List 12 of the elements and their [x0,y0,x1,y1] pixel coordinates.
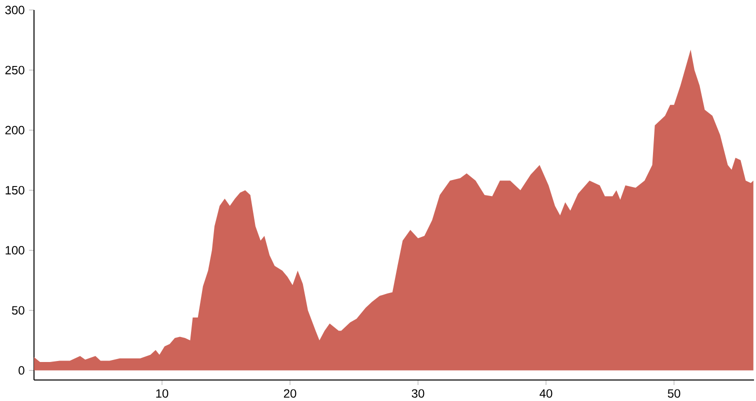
y-tick-label: 300 [5,6,24,14]
y-tick-label: 250 [5,66,24,74]
x-tick-label: 40 [540,389,552,398]
y-tick-label: 200 [5,126,24,134]
x-tick-label: 10 [156,389,168,398]
x-tick-label: 20 [284,389,296,398]
y-tick-label: 100 [6,246,24,255]
y-tick-label: 50 [12,306,24,315]
y-tick-label: 150 [6,186,24,194]
y-tick-label: 0 [18,366,24,375]
x-tick-label: 30 [412,389,424,398]
x-tick-label: 50 [668,389,680,398]
